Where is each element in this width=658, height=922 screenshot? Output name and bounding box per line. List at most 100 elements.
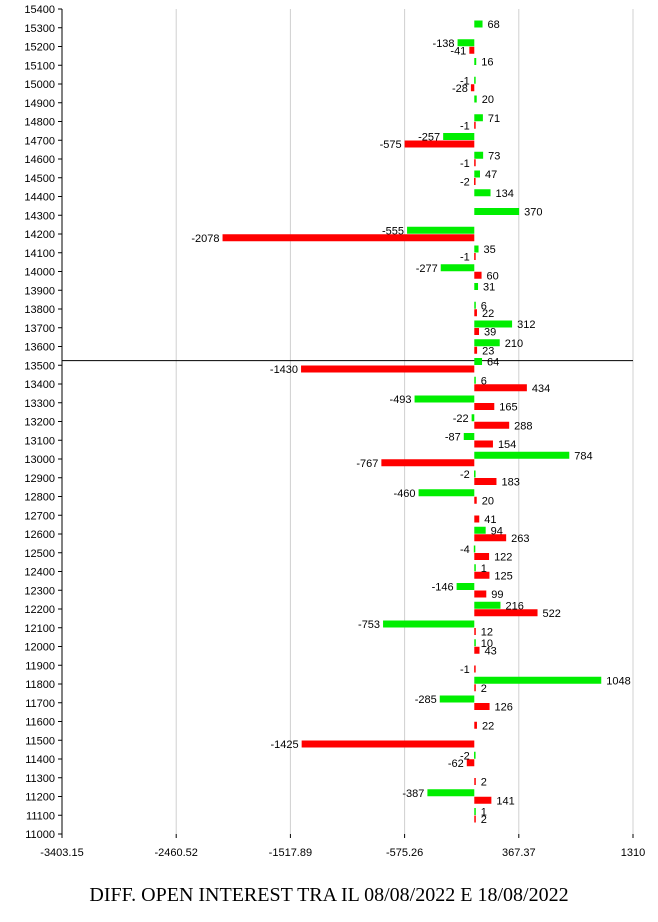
bar-value-label: -575 xyxy=(380,139,402,151)
bar xyxy=(418,489,475,497)
bar-value-label: -1430 xyxy=(270,364,298,376)
y-tick-label: 13400 xyxy=(24,379,55,391)
bar xyxy=(474,440,493,448)
bar xyxy=(474,796,492,804)
bar-value-label: -22 xyxy=(453,413,469,425)
bar xyxy=(474,58,477,65)
bar xyxy=(440,264,475,272)
bar xyxy=(463,433,475,440)
y-tick-label: 13800 xyxy=(24,304,55,316)
y-tick-label: 13300 xyxy=(24,398,55,410)
bar-value-label: -1 xyxy=(460,120,470,132)
bar xyxy=(474,328,480,335)
bar xyxy=(474,245,479,253)
bar-value-label: -277 xyxy=(416,263,438,275)
y-tick-label: 15100 xyxy=(24,60,55,72)
bar xyxy=(471,414,475,422)
bar xyxy=(474,515,480,523)
bar-value-label: -28 xyxy=(452,83,468,95)
bar-value-label: -555 xyxy=(382,225,404,237)
y-tick-label: 11300 xyxy=(25,773,55,785)
y-tick-label: 12400 xyxy=(24,567,55,579)
value-labels: 68-13816-12071-2577347134370-55535-27731… xyxy=(191,19,630,826)
y-tick-label: 14400 xyxy=(24,192,55,204)
bar-value-label: 68 xyxy=(488,19,500,31)
bar xyxy=(439,695,475,703)
bar-value-label: 522 xyxy=(543,608,561,620)
bar-value-label: -493 xyxy=(390,394,412,406)
bar-value-label: 12 xyxy=(481,627,493,639)
bar-value-label: 47 xyxy=(485,169,497,181)
bar-value-label: 134 xyxy=(496,188,514,200)
y-tick-label: 14600 xyxy=(24,154,55,166)
bar-value-label: 43 xyxy=(485,645,497,657)
bar xyxy=(222,234,475,242)
bar-value-label: 6 xyxy=(481,300,487,312)
bar-value-label: 288 xyxy=(514,420,532,432)
bar-value-label: 73 xyxy=(488,150,500,162)
bar xyxy=(474,609,538,617)
y-tick-label: 12100 xyxy=(24,623,55,635)
y-tick-label: 13000 xyxy=(24,454,55,466)
bar-value-label: 22 xyxy=(482,308,494,320)
y-tick-label: 14900 xyxy=(24,98,55,110)
bar-value-label: 20 xyxy=(482,94,494,106)
bar xyxy=(474,628,476,635)
bars xyxy=(222,20,602,823)
bar-value-label: 41 xyxy=(484,514,496,526)
bar xyxy=(383,620,475,628)
y-tick-label: 14200 xyxy=(24,229,55,241)
bar-value-label: 39 xyxy=(484,327,496,339)
bar-value-label: -285 xyxy=(415,694,437,706)
bar-value-label: -1 xyxy=(460,252,470,264)
bar-value-label: 216 xyxy=(505,600,523,612)
y-tick-label: 11500 xyxy=(25,735,55,747)
bar-value-label: 71 xyxy=(488,113,500,125)
y-tick-label: 12500 xyxy=(24,548,55,560)
y-tick-label: 13900 xyxy=(24,285,55,297)
bar-value-label: -1 xyxy=(460,664,470,676)
y-tick-label: 12700 xyxy=(24,510,55,522)
bar-value-label: 434 xyxy=(532,383,550,395)
x-tick-label: -1517.89 xyxy=(269,847,312,859)
bar xyxy=(443,133,475,140)
bar-value-label: 312 xyxy=(517,319,535,331)
bar xyxy=(474,639,476,647)
bar-value-label: 99 xyxy=(491,589,503,601)
bar xyxy=(474,676,602,684)
bar xyxy=(469,46,475,54)
bar xyxy=(474,564,476,572)
bar-value-label: -753 xyxy=(358,619,380,631)
y-tick-label: 11600 xyxy=(25,717,55,729)
bar xyxy=(404,140,475,148)
bar xyxy=(301,740,475,748)
bar-value-label: 35 xyxy=(484,244,496,256)
bar xyxy=(414,395,475,403)
bar-value-label: -1 xyxy=(460,75,470,87)
bar xyxy=(474,358,483,365)
bar xyxy=(474,665,476,673)
y-tick-label: 15400 xyxy=(24,4,55,16)
bar xyxy=(474,778,476,785)
bar-value-label: 22 xyxy=(482,720,494,732)
y-tick-label: 14500 xyxy=(24,173,55,185)
bar xyxy=(474,301,476,309)
bar-value-label: 183 xyxy=(501,477,519,489)
bar xyxy=(474,721,477,729)
y-tick-label: 13200 xyxy=(24,417,55,429)
bar-value-label: 10 xyxy=(481,638,493,650)
bar-value-label: 122 xyxy=(494,552,512,564)
bar-value-label: 16 xyxy=(481,57,493,69)
bar xyxy=(474,421,510,429)
bar xyxy=(474,534,507,542)
bar-value-label: 165 xyxy=(499,402,517,414)
y-tick-label: 13600 xyxy=(24,342,55,354)
bar-value-label: 125 xyxy=(494,570,512,582)
bar-value-label: 141 xyxy=(496,795,514,807)
bar-value-label: -138 xyxy=(433,38,455,50)
bar xyxy=(474,170,480,178)
bar xyxy=(474,121,476,129)
bar xyxy=(474,684,476,692)
bar xyxy=(474,95,477,103)
y-tick-label: 14300 xyxy=(24,210,55,222)
